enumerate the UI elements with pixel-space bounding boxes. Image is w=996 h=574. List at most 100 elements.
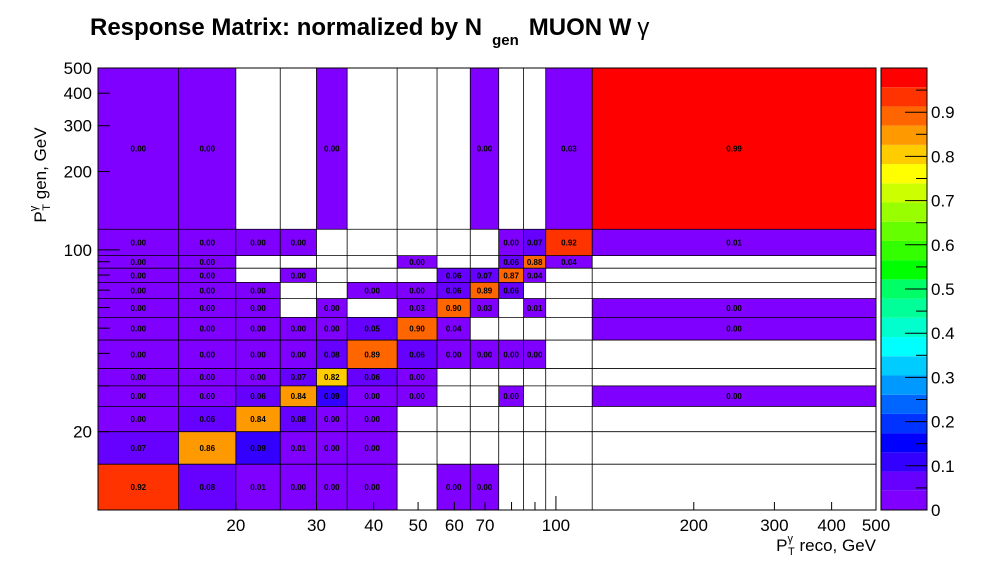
plot-area: 0.92 0.08 0.01 0.00 0.00 0.00 0.00 0.00 0.07 0.86…: [64, 59, 891, 535]
heatmap-cell: [397, 255, 438, 269]
cell-value-label: 0.04: [527, 271, 543, 280]
cell-value-label: 0.00: [131, 325, 147, 334]
heatmap-cell: [280, 385, 317, 407]
heatmap-cell: [316, 368, 348, 386]
cell-value-label: 0.00: [131, 145, 147, 154]
colorbar-band: [881, 413, 927, 434]
cell-value-label: 0.00: [131, 304, 147, 313]
colorbar-band: [881, 68, 927, 88]
colorbar: 0 0.1 0.2 0.3 0.4 0.5 0.6 0.7 0.8 0.9: [880, 67, 955, 520]
x-tick-label: 40: [364, 516, 383, 535]
cell-value-label: 0.00: [503, 392, 519, 401]
cell-value-label: 0.87: [503, 271, 519, 280]
cell-value-label: 0.00: [199, 325, 215, 334]
x-axis-label: Pγ T reco, GeV: [776, 533, 876, 558]
plot-frame: [97, 67, 877, 511]
heatmap-cell: [178, 368, 236, 386]
heatmap-cell: [316, 385, 348, 407]
heatmap-cell: [592, 229, 876, 256]
cell-value-label: 0.00: [726, 392, 742, 401]
heatmap-cell: [235, 298, 281, 318]
heatmap-cell: [397, 298, 438, 318]
cell-value-label: 0.00: [409, 373, 425, 382]
heatmap-cell: [347, 368, 398, 386]
cell-value-label: 0.04: [561, 258, 577, 267]
colorbar-tick-label: 0.4: [931, 324, 955, 343]
heatmap-cell: [498, 255, 524, 269]
heatmap-cell: [235, 431, 281, 465]
x-tick-label: 60: [445, 516, 464, 535]
heatmap-cell: [498, 385, 524, 407]
heatmap-cell: [280, 229, 317, 256]
y-tick-label: 300: [64, 117, 92, 136]
heatmap-cell: [523, 268, 546, 283]
colorbar-band: [881, 317, 927, 338]
cell-value-label: 0.00: [250, 304, 266, 313]
heatmap-cell: [592, 298, 876, 318]
cell-value-label: 0.00: [291, 483, 307, 492]
cell-value-label: 0.06: [409, 350, 425, 359]
heatmap-cell: [397, 282, 438, 299]
colorbar-tick-label: 0.6: [931, 236, 955, 255]
cell-value-label: 0.00: [131, 373, 147, 382]
heatmap-cell: [498, 282, 524, 299]
colorbar-band: [881, 144, 927, 165]
cell-value-label: 0.00: [291, 325, 307, 334]
heatmap-cell: [280, 317, 317, 341]
cell-value-label: 0.00: [477, 350, 493, 359]
cell-value-label: 0.06: [250, 392, 266, 401]
colorbar-band: [881, 221, 927, 241]
heatmap-cell: [98, 255, 179, 269]
x-tick-label: 20: [226, 516, 245, 535]
heatmap-cell: [235, 464, 281, 510]
cell-value-label: 0.00: [250, 325, 266, 334]
cell-value-label: 0.00: [291, 238, 307, 247]
cell-value-label: 0.86: [199, 444, 215, 453]
heatmap-cell: [592, 385, 876, 407]
colorbar-tick-label: 0.9: [931, 103, 955, 122]
heatmap-cell: [178, 298, 236, 318]
cell-value-label: 0.99: [726, 145, 742, 154]
heatmap-cell: [235, 282, 281, 299]
cell-value-label: 0.08: [324, 350, 340, 359]
x-tick-label: 400: [817, 516, 845, 535]
x-tick-label: 500: [862, 516, 890, 535]
heatmap-cell: [498, 340, 524, 369]
cell-value-label: 0.00: [477, 145, 493, 154]
cell-value-label: 0.82: [324, 373, 340, 382]
cell-value-label: 0.01: [527, 304, 543, 313]
colorbar-band: [881, 337, 927, 357]
cell-value-label: 0.00: [131, 271, 147, 280]
colorbar-band: [881, 164, 927, 184]
heatmap-cell: [235, 368, 281, 386]
cell-value-label: 0.08: [199, 483, 215, 492]
cell-value-label: 0.09: [250, 444, 266, 453]
heatmap-cell: [280, 340, 317, 369]
heatmap-cell: [178, 282, 236, 299]
cell-value-label: 0.06: [199, 415, 215, 424]
cell-value-label: 0.84: [250, 415, 266, 424]
cell-value-label: 0.00: [199, 238, 215, 247]
cell-value-label: 0.01: [250, 483, 266, 492]
cell-value-label: 0.00: [324, 483, 340, 492]
colorbar-band: [881, 202, 927, 222]
cell-value-label: 0.00: [364, 392, 380, 401]
cell-value-label: 0.89: [364, 350, 380, 359]
cell-value-label: 0.89: [477, 286, 493, 295]
heatmap-cell: [280, 431, 317, 465]
colorbar-band: [881, 490, 927, 510]
cell-value-label: 0.00: [199, 373, 215, 382]
cell-value-label: 0.00: [131, 350, 147, 359]
cell-value-label: 0.00: [250, 238, 266, 247]
colorbar-band: [881, 452, 927, 472]
cell-value-label: 0.00: [250, 350, 266, 359]
cell-value-label: 0.01: [291, 444, 307, 453]
cell-value-label: 0.00: [131, 286, 147, 295]
heatmap-cell: [397, 340, 438, 369]
heatmap-cell: [316, 464, 348, 510]
cell-value-label: 0.08: [291, 415, 307, 424]
cell-value-label: 0.84: [291, 392, 307, 401]
heatmap-cell: [347, 282, 398, 299]
heatmap-cell: [98, 431, 179, 465]
heatmap-cell: [235, 340, 281, 369]
